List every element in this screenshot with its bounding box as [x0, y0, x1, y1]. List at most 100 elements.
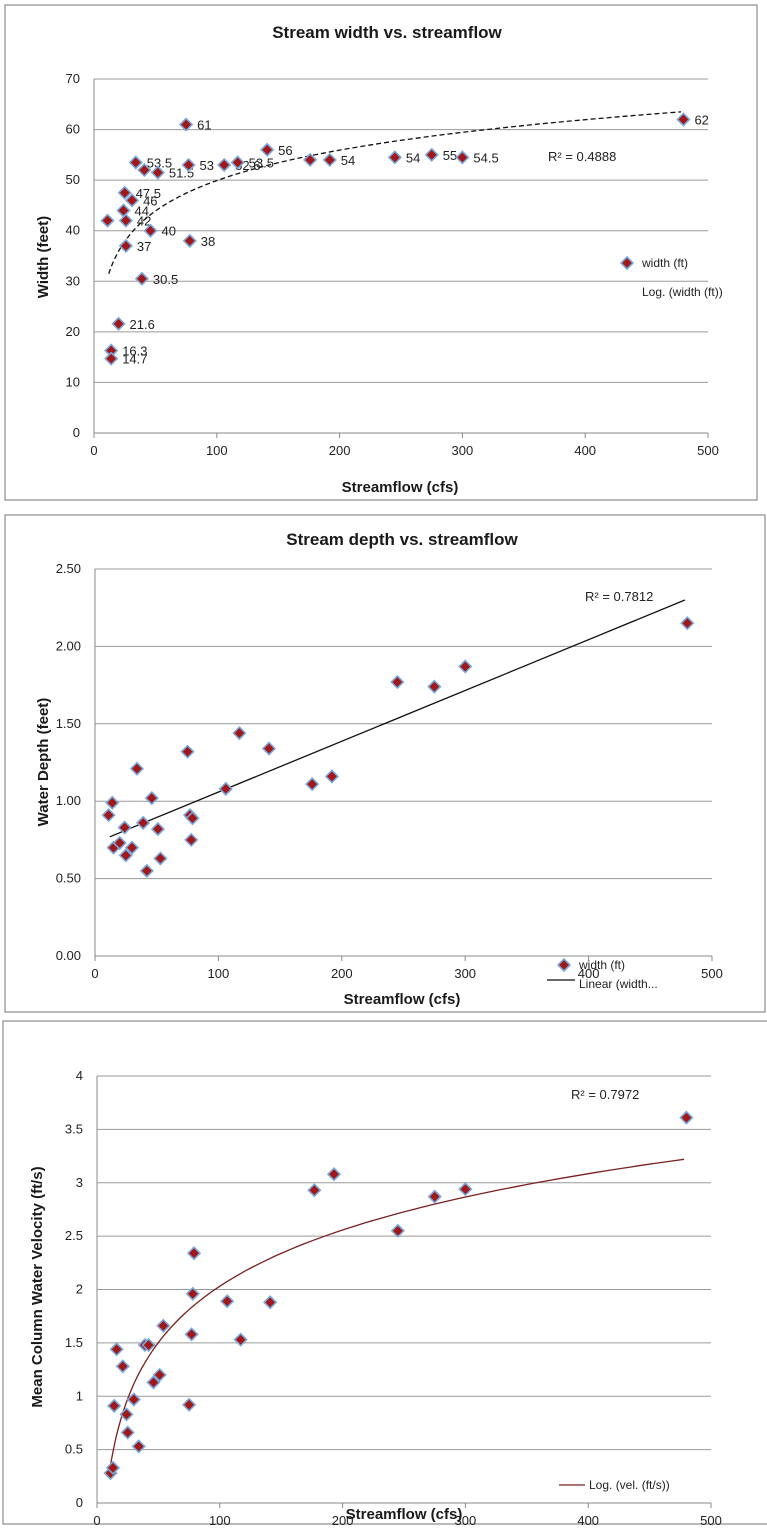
- data-label: 54.5: [473, 150, 498, 165]
- y-tick-label: 0.5: [65, 1442, 83, 1457]
- x-tick-label: 0: [91, 966, 98, 981]
- y-tick-label: 1.50: [56, 716, 81, 731]
- x-axis-label: Streamflow (cfs): [342, 479, 459, 496]
- y-tick-label: 2: [76, 1282, 83, 1297]
- data-label: 14.7: [122, 352, 147, 367]
- data-point: [184, 832, 199, 848]
- x-tick-label: 200: [332, 1513, 354, 1528]
- x-tick-label: 200: [329, 443, 351, 458]
- y-tick-label: 40: [66, 223, 80, 238]
- data-point: [101, 808, 116, 823]
- data-point: [455, 150, 470, 165]
- data-point: [143, 223, 158, 238]
- data-point: [126, 1392, 141, 1407]
- data-label: 61: [197, 118, 211, 133]
- depth-chart-panel: 0.00 0.50 1.00 1.50 2.00 2.50 0 100 200 300 400 500…: [0, 512, 767, 1015]
- data-point: [137, 162, 152, 178]
- chart-border: [2, 1020, 767, 1525]
- y-axis-label: Mean Column Water Velocity (ft/s): [29, 1166, 46, 1407]
- x-tick-label: 500: [701, 966, 723, 981]
- data-point: [105, 1460, 121, 1475]
- depth-chart: 0.00 0.50 1.00 1.50 2.00 2.50 0 100 200 300 400 500…: [4, 514, 766, 1013]
- data-point: [119, 1407, 134, 1422]
- data-label: 40: [161, 224, 175, 239]
- width-chart-panel: 0 10 20 30 40 50 60 70 0 100 200 300 400 500 Stream wi…: [0, 0, 767, 510]
- data-point: [118, 848, 133, 863]
- data-label: 46: [143, 193, 157, 208]
- x-tick-label: 100: [206, 443, 228, 458]
- r-squared-label: R² = 0.4888: [548, 149, 616, 164]
- y-tick-label: 3.5: [65, 1121, 83, 1136]
- data-label: 47.5: [136, 186, 161, 201]
- data-point: [232, 725, 247, 741]
- y-tick-label: 1.00: [56, 793, 81, 808]
- legend-marker: [556, 957, 572, 973]
- data-point: [390, 1223, 405, 1238]
- data-point: [679, 1110, 694, 1125]
- data-label: 54: [406, 150, 420, 165]
- data-point: [427, 1189, 442, 1204]
- data-label: 53.5: [147, 155, 172, 170]
- trend-line: [108, 1158, 685, 1474]
- data-point: [387, 150, 402, 165]
- y-tick-label: 30: [66, 273, 80, 288]
- y-axis-label: Width (feet): [35, 216, 52, 298]
- x-tick-label: 400: [577, 1513, 599, 1528]
- legend-label: Log. (width (ft)): [642, 285, 723, 299]
- data-point: [116, 203, 131, 218]
- y-tick-label: 3: [76, 1175, 83, 1190]
- r-squared-label: R² = 0.7972: [571, 1087, 639, 1102]
- data-point: [390, 674, 405, 690]
- data-point: [124, 840, 140, 855]
- data-point: [144, 790, 159, 806]
- data-point: [100, 213, 115, 228]
- y-tick-label: 2.50: [56, 561, 81, 576]
- data-point: [115, 1359, 130, 1374]
- data-point: [104, 351, 119, 366]
- data-point: [218, 781, 233, 796]
- x-tick-label: 500: [697, 443, 719, 458]
- data-point: [152, 1367, 167, 1383]
- x-tick-label: 0: [93, 1513, 100, 1528]
- data-label: 56: [278, 143, 292, 158]
- x-tick-label: 100: [208, 966, 230, 981]
- data-point: [141, 1337, 156, 1353]
- data-point: [302, 152, 318, 168]
- data-point: [135, 815, 151, 831]
- chart-title: Stream depth vs. streamflow: [286, 530, 518, 549]
- y-axis-label: Water Depth (feet): [35, 698, 52, 827]
- x-tick-label: 0: [90, 443, 97, 458]
- data-point: [305, 777, 320, 792]
- r-squared-label: R² = 0.7812: [585, 589, 653, 604]
- y-tick-label: 60: [66, 122, 80, 137]
- y-tick-label: 0.00: [56, 948, 81, 963]
- chart-title: Stream width vs. streamflow: [272, 23, 502, 42]
- width-chart: 0 10 20 30 40 50 60 70 0 100 200 300 400 500 Stream wi…: [4, 4, 758, 501]
- y-tick-label: 2.5: [65, 1228, 83, 1243]
- data-point: [182, 233, 197, 248]
- data-point: [146, 1375, 161, 1390]
- data-label: 38: [201, 234, 215, 249]
- y-tick-label: 0: [73, 425, 80, 440]
- data-point: [185, 811, 200, 826]
- chart-border: [4, 4, 758, 501]
- data-point: [150, 821, 166, 837]
- velocity-chart-panel: 0 0.5 1 1.5 2 2.5 3 3.5 4 0 100 200 300 400 500 Streamf…: [0, 1018, 767, 1529]
- x-tick-label: 200: [331, 966, 353, 981]
- data-point: [181, 1397, 197, 1412]
- x-axis-label: Streamflow (cfs): [344, 991, 461, 1008]
- chart-border: [4, 514, 766, 1013]
- data-point: [120, 1425, 135, 1440]
- data-point: [129, 761, 145, 776]
- data-point: [324, 769, 340, 784]
- data-point: [180, 744, 195, 759]
- data-point: [260, 142, 275, 157]
- data-point: [230, 155, 245, 170]
- data-label: 42: [137, 214, 151, 229]
- data-label: 21.6: [130, 317, 155, 332]
- data-point: [124, 193, 140, 208]
- trend-line: [108, 111, 682, 274]
- data-point: [105, 795, 120, 810]
- data-label: 16.3: [122, 344, 147, 359]
- x-tick-label: 100: [209, 1513, 231, 1528]
